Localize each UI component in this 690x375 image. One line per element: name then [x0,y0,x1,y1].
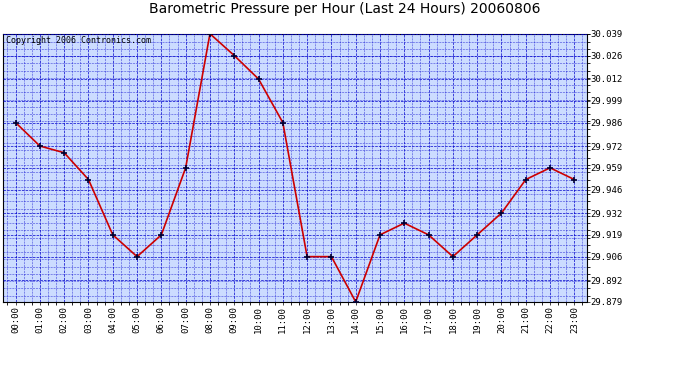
Text: Barometric Pressure per Hour (Last 24 Hours) 20060806: Barometric Pressure per Hour (Last 24 Ho… [149,2,541,16]
Text: Copyright 2006 Contronics.com: Copyright 2006 Contronics.com [6,36,151,45]
